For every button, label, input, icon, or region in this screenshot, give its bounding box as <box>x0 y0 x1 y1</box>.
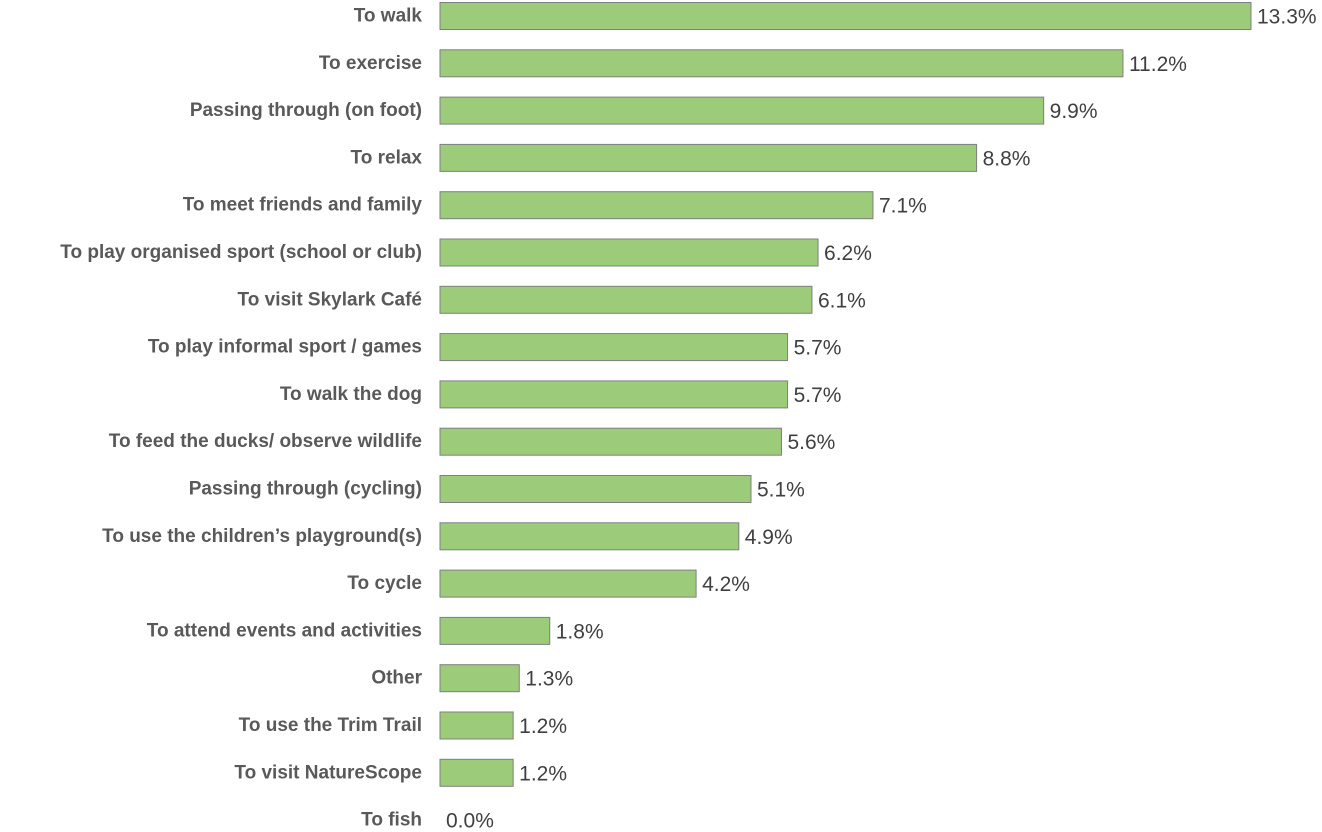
bar <box>439 380 789 409</box>
value-label: 1.8% <box>556 620 604 643</box>
bar <box>439 143 978 172</box>
category-label: To exercise <box>319 53 422 74</box>
bar <box>439 758 514 787</box>
category-label: To visit NatureScope <box>234 762 422 783</box>
category-label: To walk the dog <box>280 384 422 405</box>
value-label: 7.1% <box>879 195 927 218</box>
bar <box>439 49 1124 78</box>
category-label: To visit Skylark Café <box>238 289 422 310</box>
value-label: 6.1% <box>818 289 866 312</box>
bar <box>439 664 520 693</box>
category-label: To play organised sport (school or club) <box>60 242 422 263</box>
value-label: 1.3% <box>525 668 573 691</box>
bar <box>439 2 1252 30</box>
value-label: 4.9% <box>745 526 793 549</box>
category-label: To use the children’s playground(s) <box>102 526 422 547</box>
value-label: 0.0% <box>446 810 494 832</box>
value-label: 5.7% <box>794 384 842 407</box>
value-label: 13.3% <box>1257 6 1317 29</box>
value-label: 9.9% <box>1050 100 1098 123</box>
bar <box>439 522 740 551</box>
category-label: To cycle <box>347 573 422 594</box>
category-label: To use the Trim Trail <box>239 715 422 736</box>
category-label: Passing through (on foot) <box>190 100 422 121</box>
category-label: Passing through (cycling) <box>189 479 422 500</box>
value-label: 5.1% <box>757 479 805 502</box>
category-label: To play informal sport / games <box>148 337 422 358</box>
bar <box>439 238 819 267</box>
category-label: To relax <box>351 147 423 168</box>
value-label: 5.6% <box>787 431 835 454</box>
bar <box>439 427 782 456</box>
category-label: To attend events and activities <box>147 620 422 641</box>
bar <box>439 96 1045 125</box>
bar <box>439 285 813 314</box>
value-label: 8.8% <box>983 147 1031 170</box>
value-label: 11.2% <box>1129 53 1187 76</box>
category-label: Other <box>371 668 422 689</box>
bar <box>439 333 789 362</box>
bar <box>439 711 514 740</box>
bar <box>439 569 697 598</box>
value-label: 1.2% <box>519 715 567 738</box>
category-label: To walk <box>354 6 423 27</box>
bar <box>439 191 874 220</box>
value-label: 1.2% <box>519 762 567 785</box>
value-label: 6.2% <box>824 242 872 265</box>
category-label: To meet friends and family <box>183 195 423 216</box>
value-label: 4.2% <box>702 573 750 596</box>
category-label: To feed the ducks/ observe wildlife <box>109 431 422 452</box>
bar <box>439 475 752 503</box>
bar <box>439 616 551 645</box>
value-label: 5.7% <box>794 337 842 360</box>
category-label: To fish <box>361 810 422 831</box>
